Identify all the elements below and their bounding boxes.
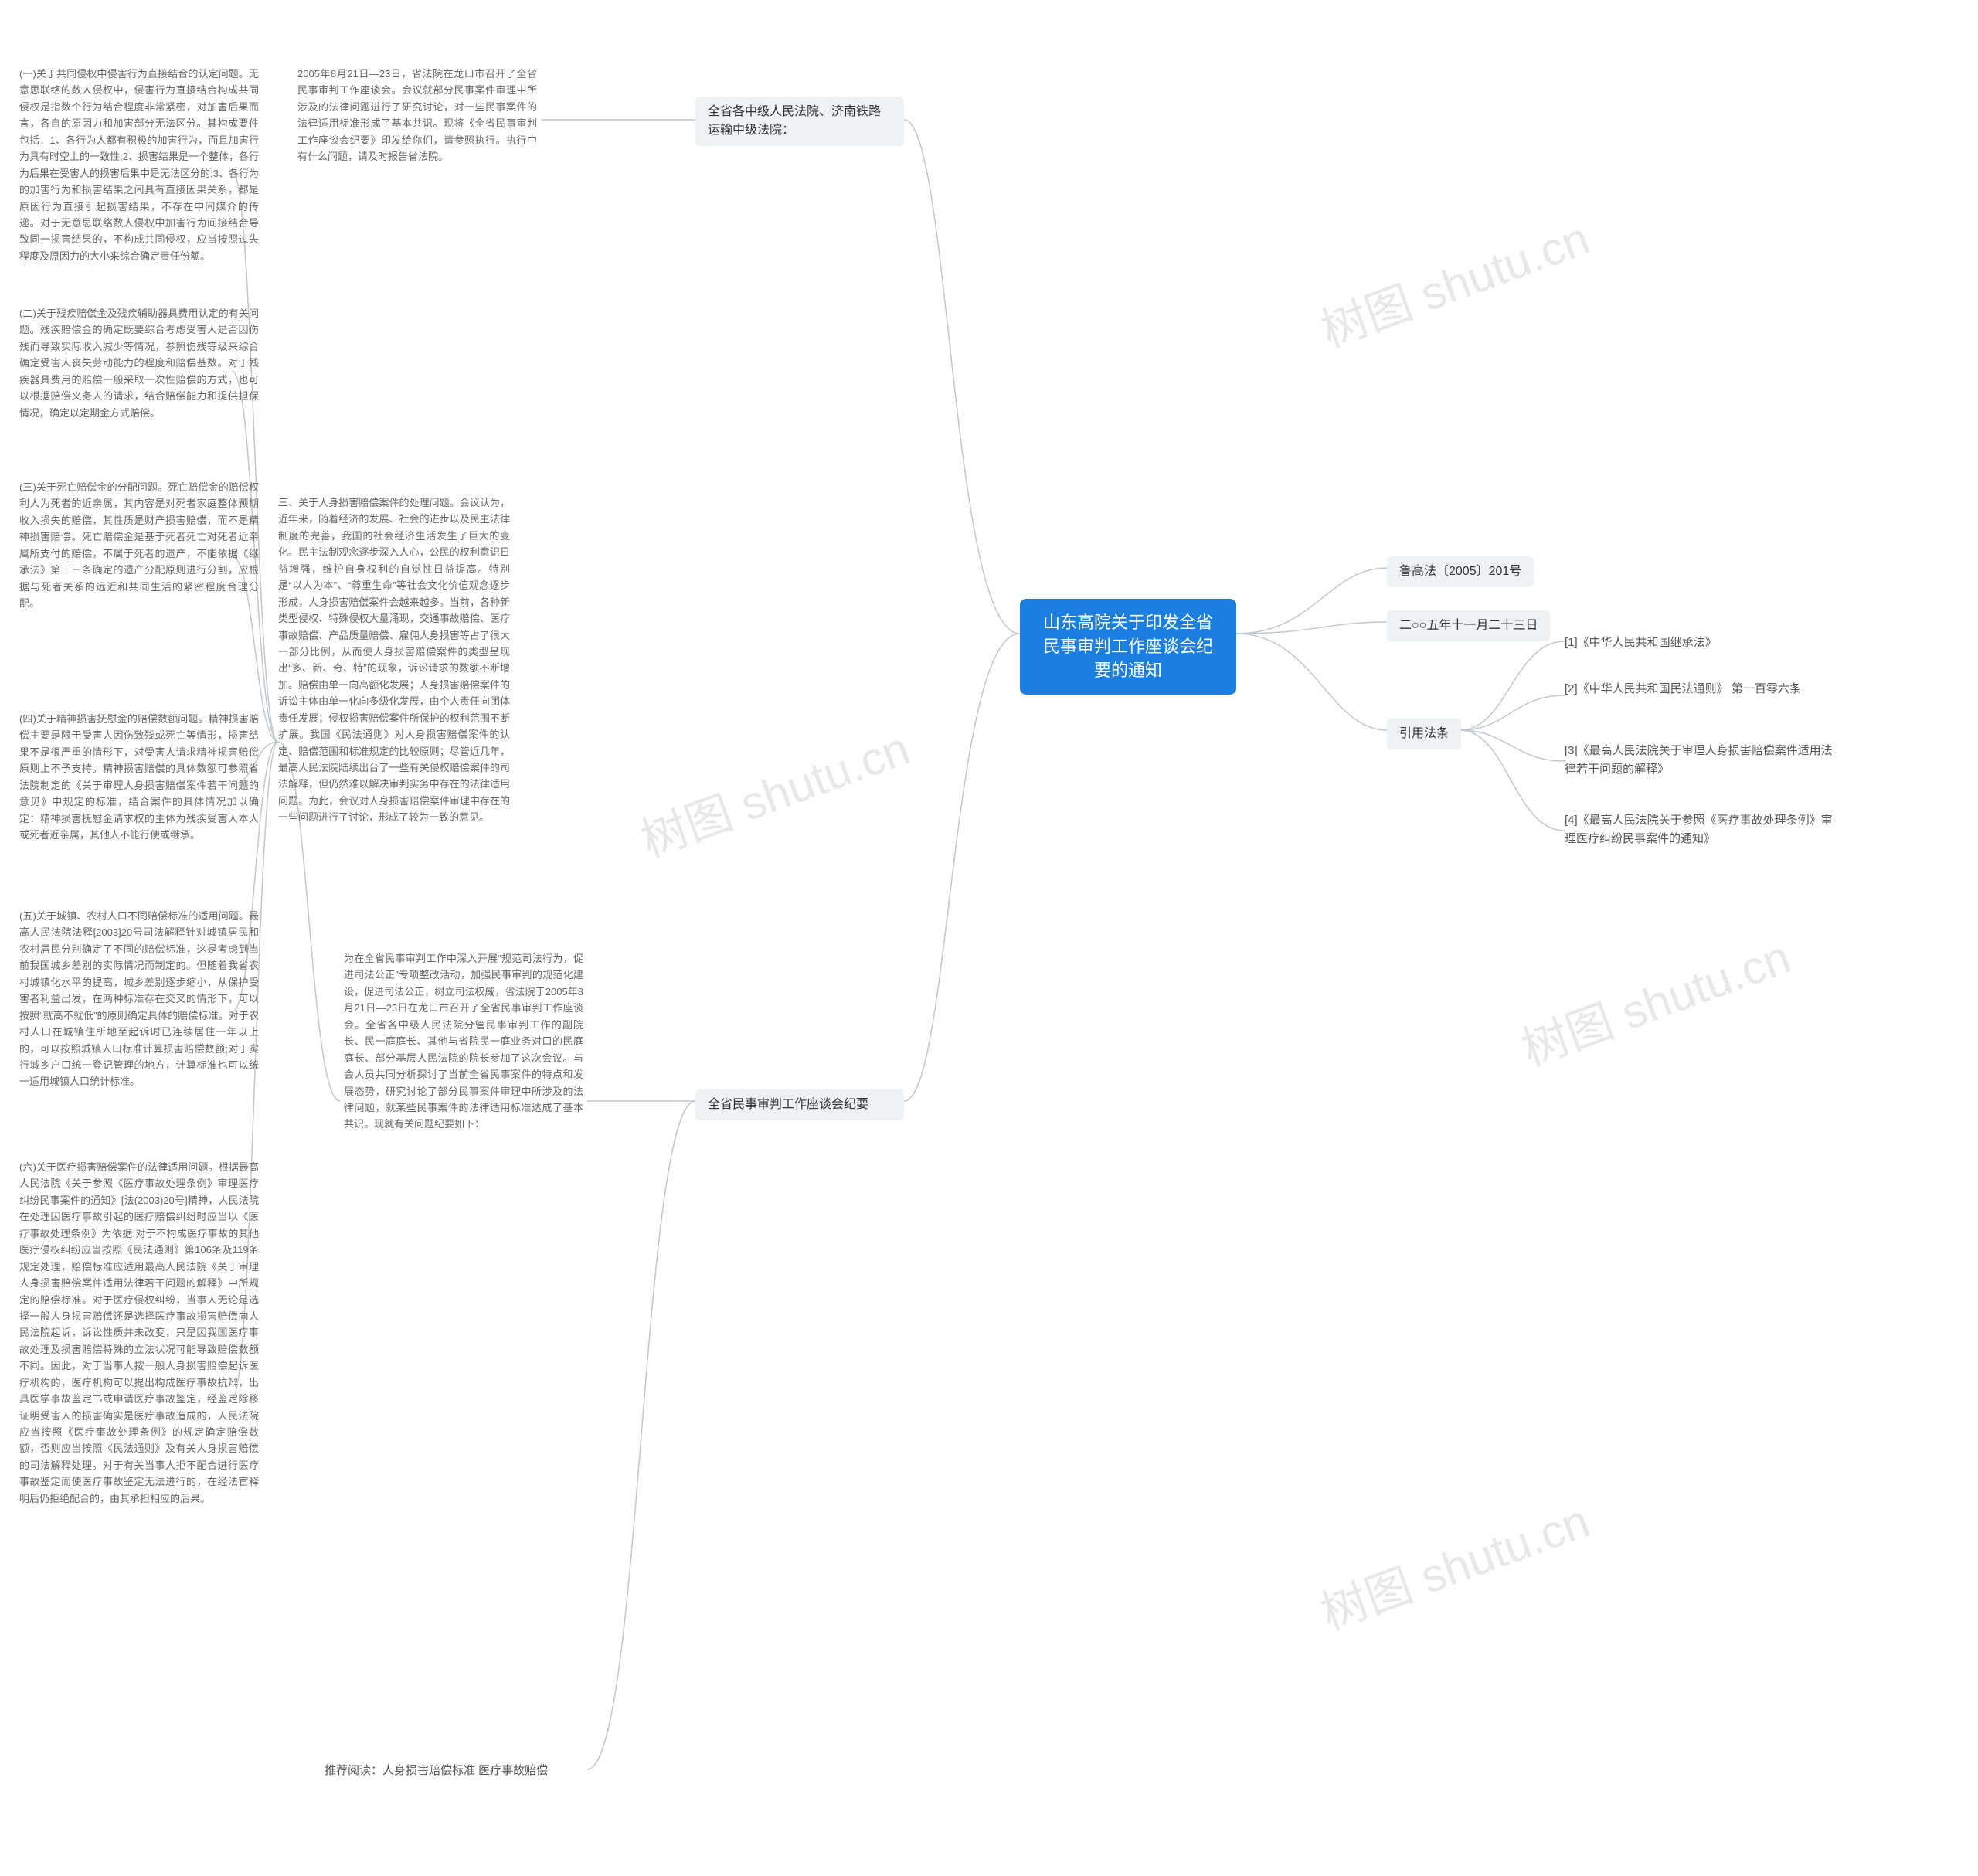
item-6: (六)关于医疗损害赔偿案件的法律适用问题。根据最高人民法院《关于参照《医疗事故处…	[19, 1159, 259, 1507]
date-chip[interactable]: 二○○五年十一月二十三日	[1387, 610, 1550, 641]
doc-number-chip[interactable]: 鲁高法〔2005〕201号	[1387, 556, 1534, 587]
citation-item: [1]《中华人民共和国继承法》	[1565, 634, 1843, 652]
summary-body: 为在全省民事审判工作中深入开展“规范司法行为，促进司法公正”专项整改活动，加强民…	[344, 950, 583, 1133]
connector-lines	[0, 0, 1978, 1876]
recommend-reading: 推荐阅读：人身损害赔偿标准 医疗事故赔偿	[325, 1762, 548, 1780]
section3-body: 三、关于人身损害赔偿案件的处理问题。会议认为，近年来，随着经济的发展、社会的进步…	[278, 494, 510, 826]
mindmap-canvas: 山东高院关于印发全省民事审判工作座谈会纪要的通知 鲁高法〔2005〕201号 二…	[0, 0, 1978, 1876]
cite-label-chip[interactable]: 引用法条	[1387, 719, 1461, 749]
item-1: (一)关于共同侵权中侵害行为直接结合的认定问题。无意思联络的数人侵权中，侵害行为…	[19, 66, 259, 264]
citation-item: [2]《中华人民共和国民法通则》 第一百零六条	[1565, 680, 1843, 698]
citation-item: [4]《最高人民法院关于参照《医疗事故处理条例》审理医疗纠纷民事案件的通知》	[1565, 811, 1843, 848]
item-2: (二)关于残疾赔偿金及残疾辅助器具费用认定的有关问题。残疾赔偿金的确定既要综合考…	[19, 305, 259, 421]
addressee-body: 2005年8月21日—23日，省法院在龙口市召开了全省民事审判工作座谈会。会议就…	[297, 66, 537, 165]
item-4: (四)关于精神损害抚慰金的赔偿数额问题。精神损害赔偿主要是限于受害人因伤致残或死…	[19, 711, 259, 844]
addressee-chip[interactable]: 全省各中级人民法院、济南铁路运输中级法院：	[695, 97, 904, 146]
item-5: (五)关于城镇、农村人口不同赔偿标准的适用问题。最高人民法院法释[2003]20…	[19, 908, 259, 1090]
root-node[interactable]: 山东高院关于印发全省民事审判工作座谈会纪要的通知	[1020, 599, 1236, 695]
citation-item: [3]《最高人民法院关于审理人身损害赔偿案件适用法律若干问题的解释》	[1565, 742, 1843, 779]
summary-chip[interactable]: 全省民事审判工作座谈会纪要	[695, 1089, 904, 1120]
item-3: (三)关于死亡赔偿金的分配问题。死亡赔偿金的赔偿权利人为死者的近亲属，其内容是对…	[19, 479, 259, 612]
